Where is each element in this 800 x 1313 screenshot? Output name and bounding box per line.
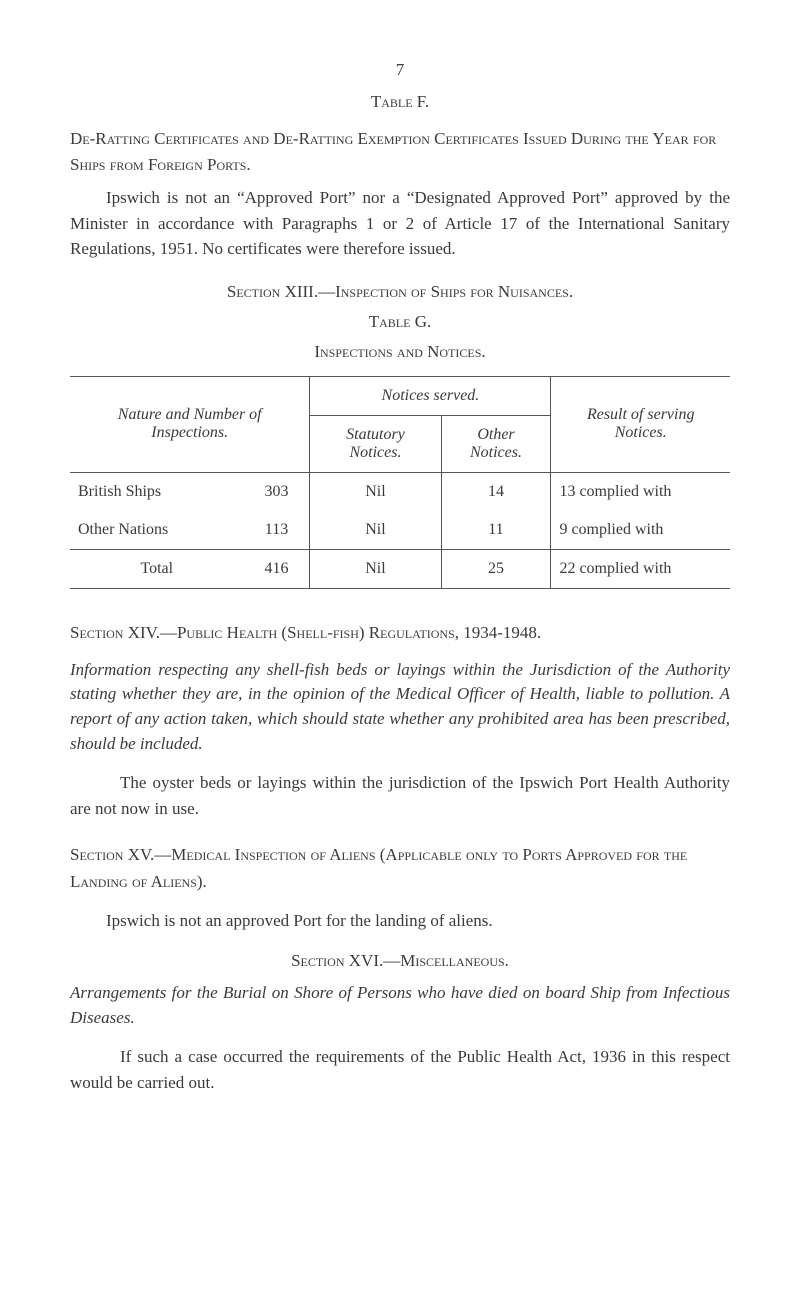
section-14-italic: Information respecting any shell-fish be… [70, 658, 730, 757]
section-15-para: Ipswich is not an approved Port for the … [70, 908, 730, 934]
table-row: Other Nations 113 Nil 11 9 complied with [70, 511, 730, 550]
section-16-title: Section XVI.—Miscellaneous. [70, 951, 730, 971]
table-row: British Ships 303 Nil 14 13 complied wit… [70, 472, 730, 511]
page-number: 7 [70, 60, 730, 80]
col-result: Result of serving Notices. [551, 376, 730, 472]
col-notices: Notices served. [310, 376, 551, 415]
total-result: 22 complied with [551, 549, 730, 588]
row-result: 9 complied with [551, 511, 730, 550]
row-statutory: Nil [310, 472, 441, 511]
total-name: Total [70, 549, 244, 588]
section-14-para: The oyster beds or layings within the ju… [70, 770, 730, 821]
row-other: 11 [441, 511, 551, 550]
table-total-row: Total 416 Nil 25 22 complied with [70, 549, 730, 588]
row-name: Other Nations [70, 511, 244, 550]
table-f-label: Table F. [70, 92, 730, 112]
row-count: 303 [244, 472, 310, 511]
total-other: 25 [441, 549, 551, 588]
de-ratting-paragraph: Ipswich is not an “Approved Port” nor a … [70, 185, 730, 262]
col-statutory: Statutory Notices. [310, 415, 441, 472]
de-ratting-header: De-Ratting Certificates and De-Ratting E… [70, 126, 730, 177]
row-statutory: Nil [310, 511, 441, 550]
row-other: 14 [441, 472, 551, 511]
row-result: 13 complied with [551, 472, 730, 511]
col-nature: Nature and Number of Inspections. [70, 376, 310, 472]
total-count: 416 [244, 549, 310, 588]
section-13-title: Section XIII.—Inspection of Ships for Nu… [70, 282, 730, 302]
inspections-notices-heading: Inspections and Notices. [70, 342, 730, 362]
row-count: 113 [244, 511, 310, 550]
total-statutory: Nil [310, 549, 441, 588]
section-15-title: Section XV.—Medical Inspection of Aliens… [70, 841, 730, 895]
table-g-label: Table G. [70, 312, 730, 332]
col-other: Other Notices. [441, 415, 551, 472]
row-name: British Ships [70, 472, 244, 511]
section-14-title: Section XIV.—Public Health (Shell-fish) … [70, 619, 730, 646]
table-g: Nature and Number of Inspections. Notice… [70, 376, 730, 589]
section-16-para: If such a case occurred the requirements… [70, 1044, 730, 1095]
section-16-italic: Arrangements for the Burial on Shore of … [70, 981, 730, 1030]
